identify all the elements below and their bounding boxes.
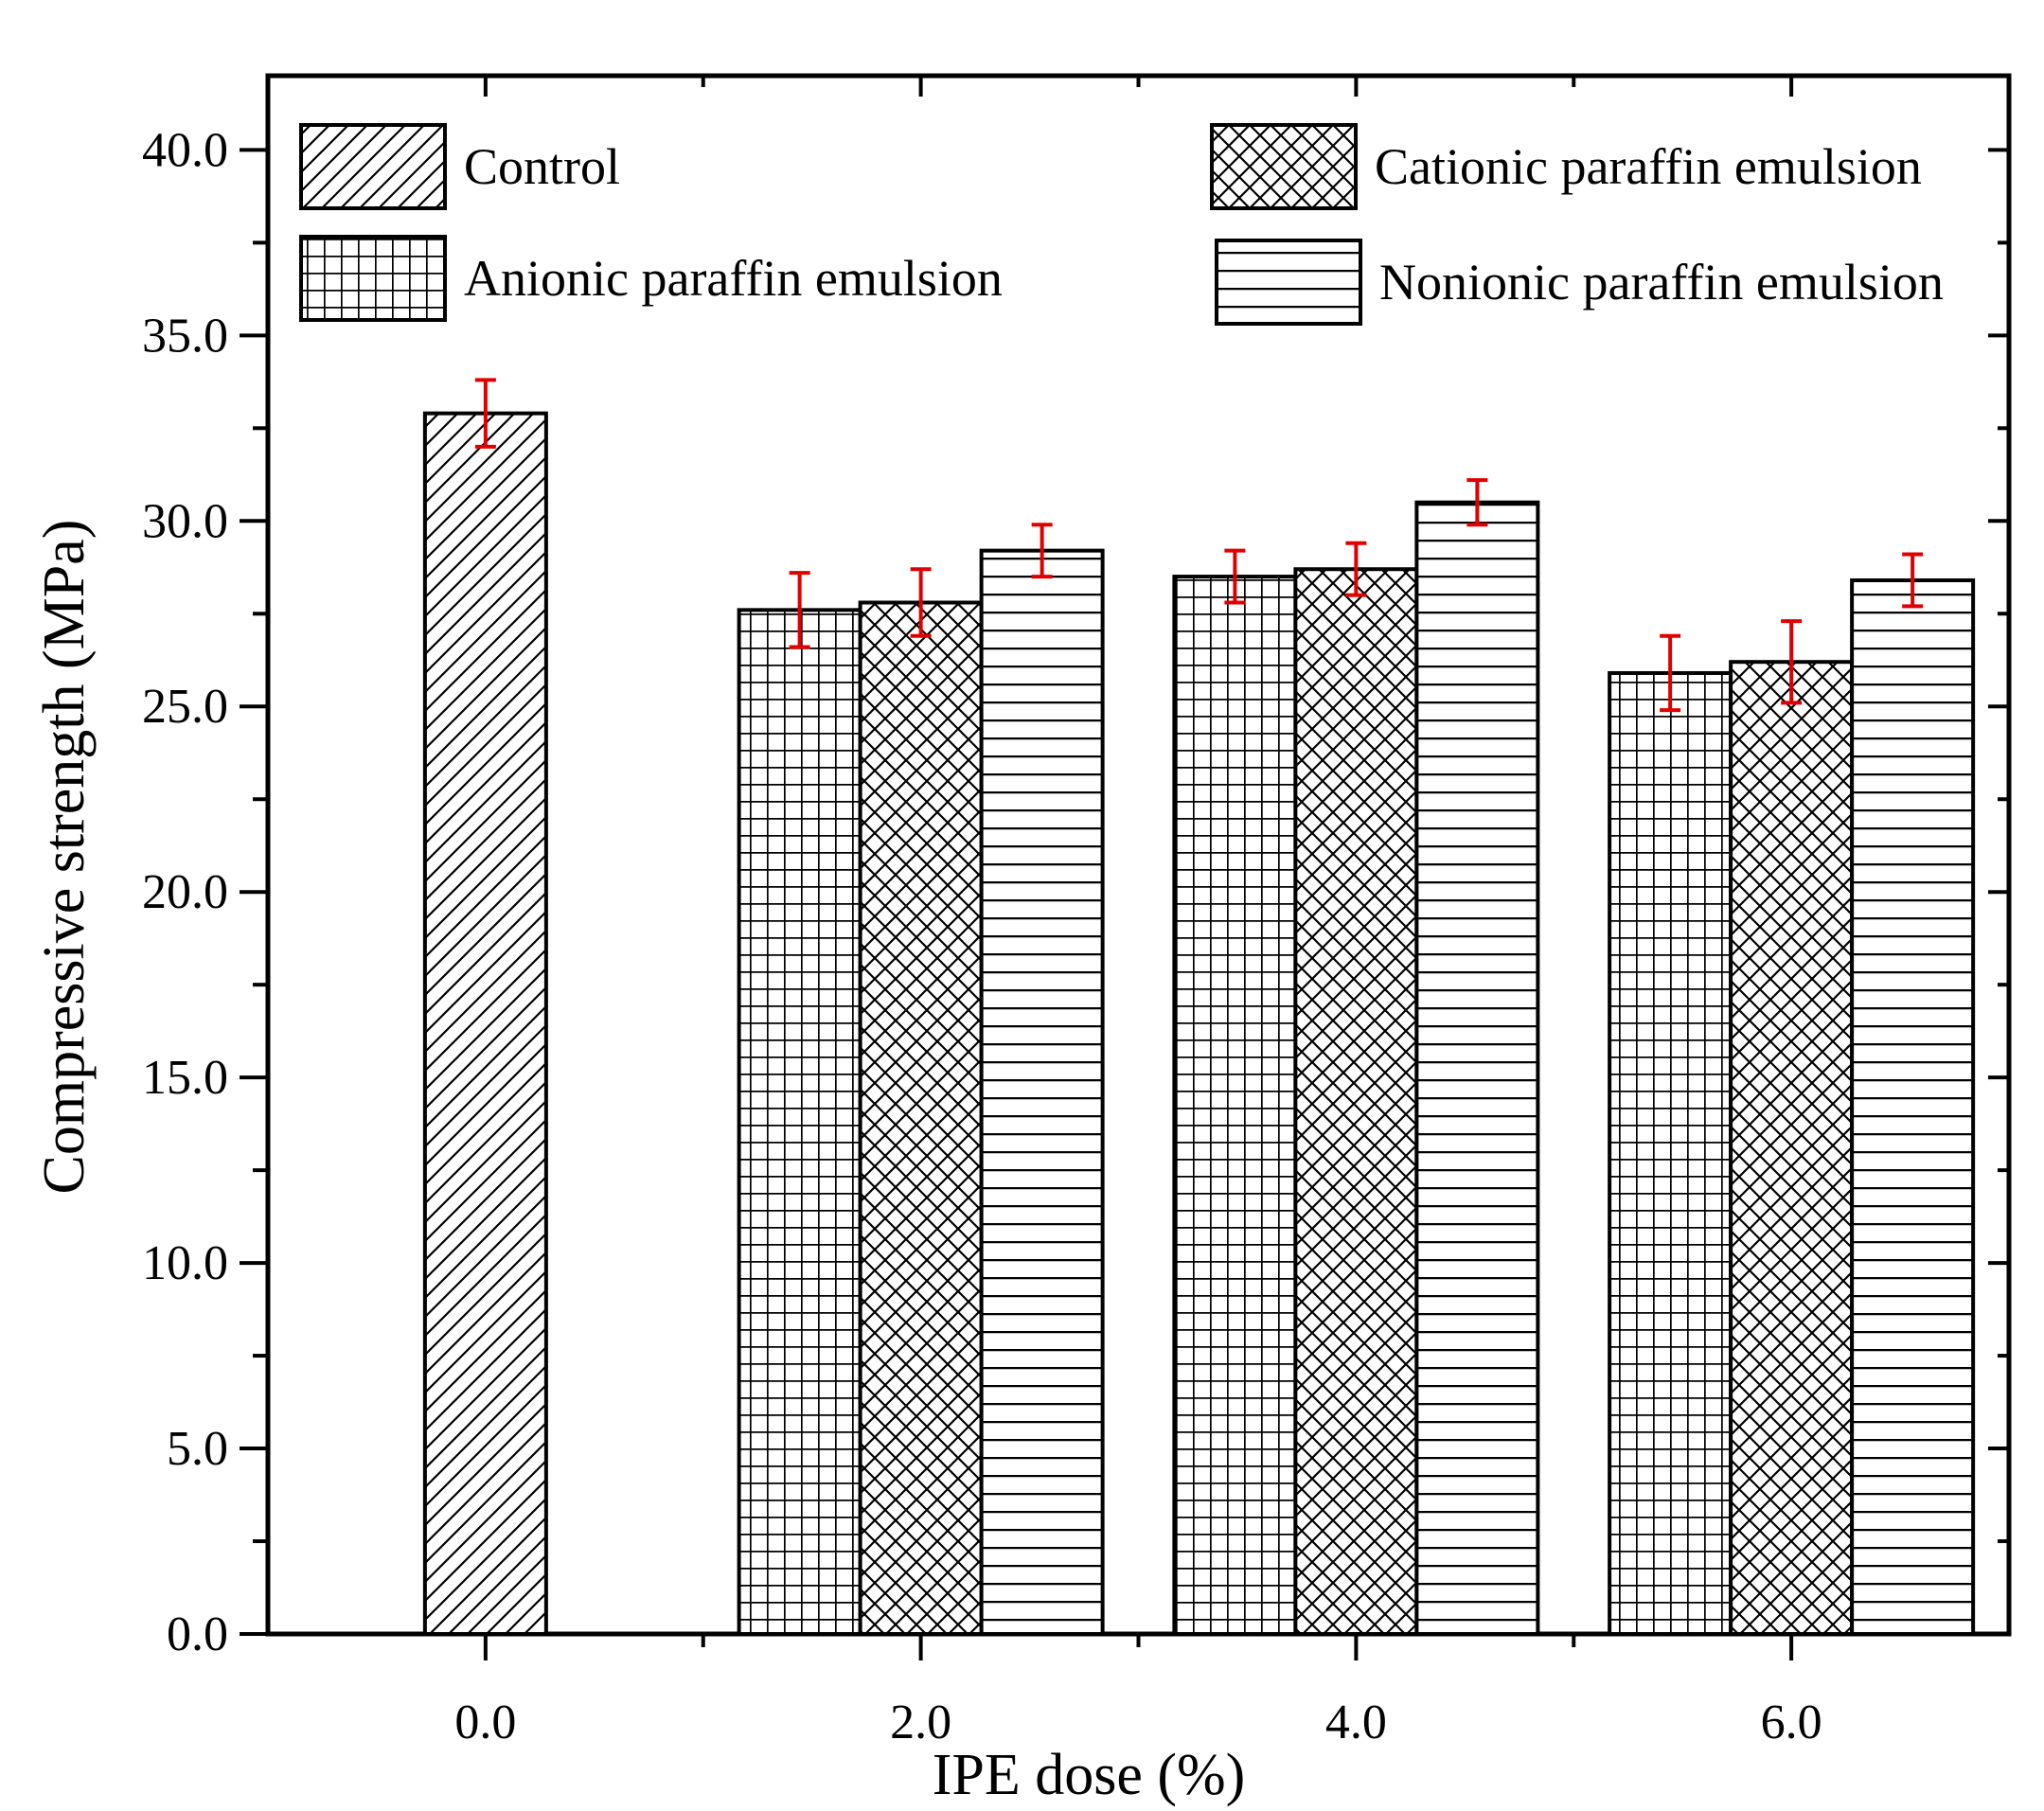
error-bar (1781, 619, 1803, 705)
bar-nonionic-paraffin-emulsion-4.0 (1414, 500, 1540, 1637)
error-bar (1902, 552, 1924, 609)
error-bar (1031, 523, 1053, 579)
x-tick-label: 0.0 (454, 1696, 516, 1749)
y-tick-label: 30.0 (142, 494, 228, 548)
bar-cationic-paraffin-emulsion-6.0 (1729, 660, 1855, 1637)
legend-label: Control (464, 138, 620, 195)
bar-anionic-paraffin-emulsion-4.0 (1172, 575, 1298, 1636)
legend-label: Cationic paraffin emulsion (1375, 138, 1922, 195)
legend-swatch (1215, 239, 1362, 326)
legend-item-anionic-paraffin-emulsion: Anionic paraffin emulsion (299, 235, 1003, 322)
y-axis-title: Compressive strength (MPa) (32, 520, 97, 1195)
legend-label: Anionic paraffin emulsion (464, 250, 1003, 307)
error-bar (1345, 541, 1367, 597)
bar-control-0.0 (422, 411, 548, 1637)
error-bar (1224, 548, 1246, 605)
bar-nonionic-paraffin-emulsion-2.0 (979, 548, 1105, 1637)
bars-group (422, 411, 1976, 1637)
error-bar (474, 378, 496, 449)
x-tick-label: 6.0 (1761, 1696, 1822, 1749)
y-tick-label: 40.0 (142, 123, 228, 177)
x-axis-title: IPE dose (%) (933, 1743, 1246, 1807)
error-bar (1660, 633, 1681, 713)
bar-anionic-paraffin-emulsion-2.0 (737, 608, 862, 1636)
legend-label: Nonionic paraffin emulsion (1379, 254, 1944, 311)
y-tick-label: 0.0 (167, 1607, 228, 1661)
y-tick-label: 35.0 (142, 309, 228, 363)
legend-item-nonionic-paraffin-emulsion: Nonionic paraffin emulsion (1215, 239, 1944, 326)
bar-cationic-paraffin-emulsion-4.0 (1293, 567, 1419, 1637)
error-bar (1466, 478, 1488, 527)
y-tick-label: 20.0 (142, 865, 228, 919)
error-bar (910, 567, 932, 638)
y-tick-label: 5.0 (167, 1422, 228, 1476)
x-tick-label: 2.0 (890, 1696, 951, 1749)
bar-nonionic-paraffin-emulsion-6.0 (1850, 577, 1976, 1636)
bar-cationic-paraffin-emulsion-2.0 (858, 600, 984, 1636)
legend-swatch (1210, 123, 1358, 210)
legend-swatch (299, 235, 447, 322)
legend-item-control: Control (299, 123, 620, 210)
legend-item-cationic-paraffin-emulsion: Cationic paraffin emulsion (1210, 123, 1922, 210)
legend: Control Anionic paraffin emulsion Cationic… (299, 123, 1944, 326)
y-axis: 0.0 5.0 10.0 15.0 20.0 25.0 30.0 35.0 40.0 (142, 123, 2009, 1661)
y-tick-label: 10.0 (142, 1236, 228, 1290)
legend-swatch (299, 123, 447, 210)
error-bars-group (474, 378, 1924, 713)
y-tick-label: 15.0 (142, 1051, 228, 1105)
x-tick-label: 4.0 (1325, 1696, 1387, 1749)
y-tick-label: 25.0 (142, 680, 228, 734)
x-axis: 0.0 2.0 4.0 6.0 (454, 76, 1822, 1749)
bar-anionic-paraffin-emulsion-6.0 (1608, 670, 1733, 1636)
error-bar (789, 571, 810, 649)
